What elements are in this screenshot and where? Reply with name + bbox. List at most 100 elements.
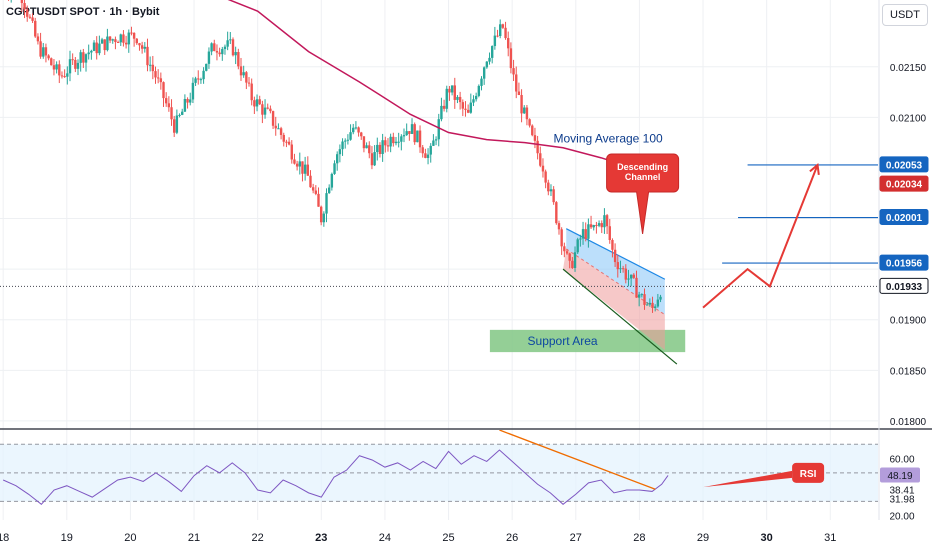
- candle-body: [336, 154, 339, 164]
- candle-body: [405, 131, 408, 136]
- price-tick-label: 0.02100: [890, 113, 927, 124]
- channel-upper-fill: [566, 228, 665, 315]
- candle-body: [474, 95, 478, 100]
- price-badge: [879, 209, 929, 226]
- time-tick-label: 25: [442, 532, 454, 544]
- candle-body: [605, 215, 609, 227]
- candle-body: [127, 32, 130, 45]
- candle-body: [386, 145, 390, 147]
- price-badge-label: 0.02001: [886, 213, 923, 224]
- candle-body: [362, 136, 366, 149]
- candle-body: [253, 100, 256, 107]
- candle-body: [298, 161, 301, 167]
- candle-body: [629, 274, 633, 279]
- candle-body: [442, 105, 446, 109]
- candle-body: [408, 131, 411, 134]
- candle-body: [194, 78, 197, 83]
- candle-body: [28, 16, 32, 18]
- rsi-band: [0, 444, 878, 502]
- candle-body: [434, 139, 438, 141]
- candle-body: [301, 161, 304, 174]
- price-badge: [879, 277, 929, 294]
- candle-body: [504, 27, 507, 39]
- candle-body: [410, 124, 414, 134]
- candle-body: [116, 42, 120, 44]
- candle-body: [221, 49, 224, 55]
- candle-body: [333, 163, 336, 174]
- candle-body: [378, 144, 382, 155]
- candle-body: [651, 302, 654, 308]
- candle-body: [263, 107, 267, 115]
- candle-body: [330, 173, 334, 188]
- candle-body: [621, 268, 625, 270]
- candle-body: [555, 202, 558, 224]
- candle-body: [565, 251, 569, 254]
- support-area-label: Support Area: [528, 334, 598, 348]
- currency-selector[interactable]: USDT: [882, 4, 928, 26]
- candle-body: [322, 213, 326, 223]
- rsi-pane: RSI: [0, 430, 878, 505]
- candle-body: [376, 144, 379, 153]
- candle-body: [354, 127, 358, 129]
- candle-body: [247, 82, 251, 84]
- candle-body: [587, 224, 590, 239]
- candle-body: [306, 164, 310, 176]
- candle-body: [539, 153, 542, 166]
- price-badge-label: 0.01933: [886, 282, 923, 293]
- candle-body: [148, 64, 152, 66]
- candle-body: [338, 149, 342, 155]
- candle-body: [213, 43, 216, 52]
- candle-body: [151, 64, 155, 72]
- candle-body: [632, 274, 636, 278]
- candle-body: [285, 141, 288, 143]
- candle-body: [293, 159, 296, 164]
- candle-body: [245, 72, 248, 83]
- candle-body: [485, 61, 489, 68]
- candle-body: [544, 171, 547, 183]
- candle-body: [477, 85, 481, 96]
- candle-body: [207, 51, 211, 64]
- exchange-label: Bybit: [131, 6, 160, 18]
- channel-lower-fill: [563, 248, 665, 351]
- candle-body: [76, 62, 80, 69]
- interval-label[interactable]: 1h: [109, 6, 123, 18]
- candle-body: [175, 115, 179, 133]
- candle-body: [437, 119, 440, 140]
- candles: [8, 0, 662, 313]
- candle-body: [162, 82, 165, 99]
- candle-body: [124, 42, 128, 45]
- candle-body: [341, 141, 344, 150]
- candle-body: [189, 99, 192, 103]
- candle-body: [450, 85, 454, 93]
- candle-body: [456, 96, 459, 100]
- rsi-value-badge: [880, 467, 920, 483]
- candle-body: [327, 187, 331, 194]
- candle-body: [132, 32, 136, 39]
- candle-body: [563, 246, 566, 252]
- candle-body: [352, 127, 355, 133]
- candle-body: [493, 35, 497, 47]
- candle-body: [461, 102, 464, 109]
- candle-body: [95, 42, 98, 54]
- channel-callout: [606, 153, 680, 235]
- candle-body: [44, 47, 48, 56]
- rsi-tick-label: 60.00: [889, 455, 914, 466]
- candle-body: [397, 141, 400, 143]
- candle-body: [279, 128, 283, 135]
- candle-body: [466, 109, 470, 113]
- candle-body: [309, 175, 312, 188]
- candle-body: [197, 78, 200, 80]
- candle-body: [66, 73, 69, 77]
- candle-body: [226, 40, 229, 47]
- price-badge: [879, 175, 929, 192]
- price-tick-label: 0.01850: [890, 366, 927, 377]
- candle-body: [611, 240, 614, 250]
- candle-body: [239, 66, 243, 76]
- time-tick-label: 22: [252, 532, 264, 544]
- time-tick-label: 21: [188, 532, 200, 544]
- candle-body: [242, 72, 245, 76]
- candle-body: [507, 38, 510, 49]
- forecast-arrow-head: [809, 162, 820, 175]
- header-sep: ·: [102, 6, 110, 18]
